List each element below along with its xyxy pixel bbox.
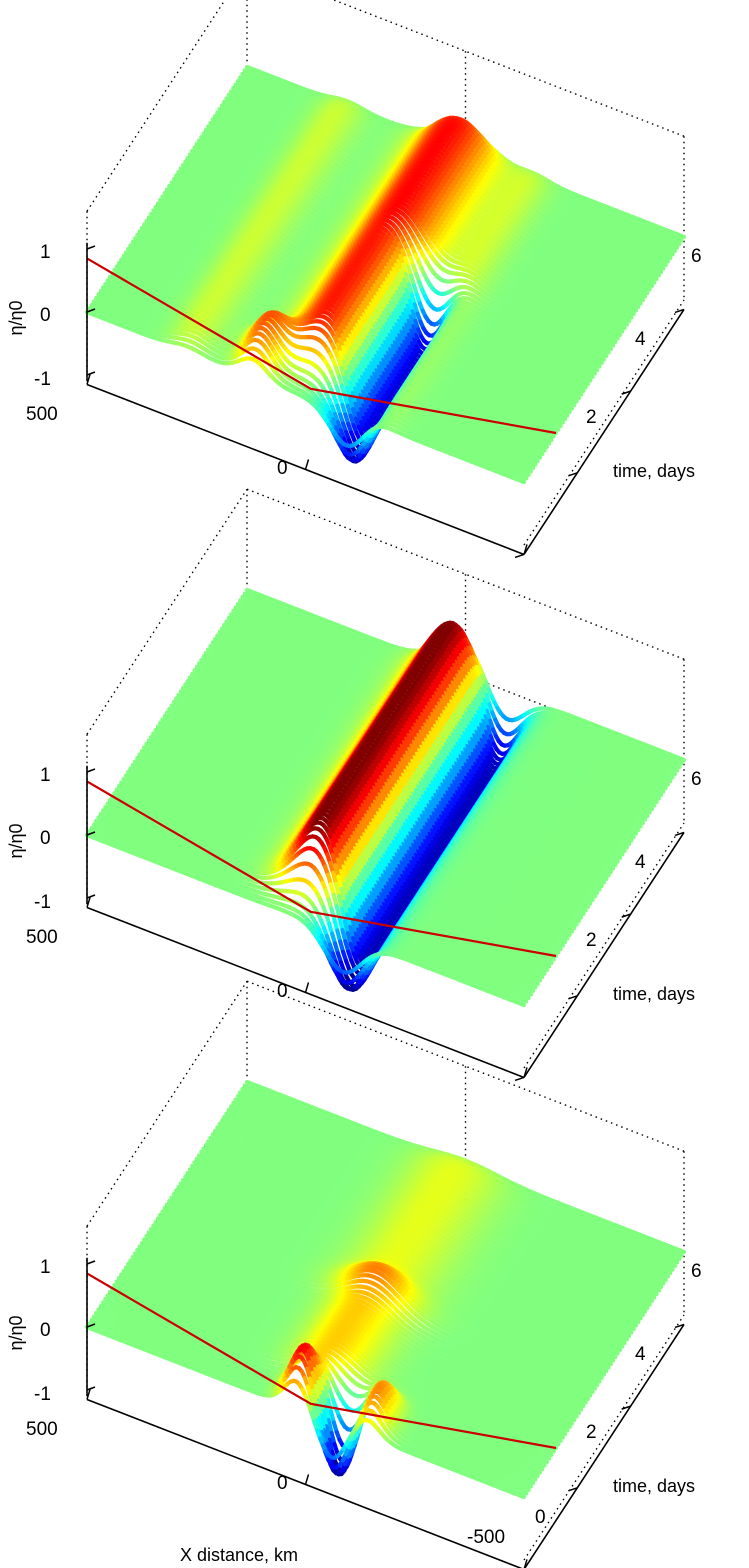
surface-segment — [651, 275, 659, 282]
surface-segment — [640, 293, 648, 299]
surface-segment — [612, 335, 620, 341]
surface-segment — [610, 338, 618, 345]
surface-segment — [674, 240, 682, 247]
surface-segment — [630, 307, 639, 313]
surface-segment — [669, 247, 678, 254]
surface-segment — [619, 324, 627, 331]
surface-segment — [672, 244, 680, 250]
surface-segment — [608, 342, 616, 348]
surface-segment — [665, 254, 673, 261]
surface-segment — [605, 345, 614, 352]
surface-segment — [624, 317, 632, 324]
surface-segment — [633, 303, 641, 310]
surface-panel-top: 1 0 -1 η/η0 500 0 2 4 6 time, days — [6, 0, 702, 559]
surface-segment — [658, 265, 666, 271]
surface-segment — [646, 282, 655, 289]
surface-segment — [649, 279, 657, 285]
surface-segment — [614, 331, 623, 338]
surface-segment — [635, 300, 643, 306]
surface-segment — [637, 296, 646, 303]
surface-segment — [660, 261, 668, 268]
surface-segment — [621, 321, 630, 327]
grid-line-back-top — [331, 0, 685, 137]
panel-surface — [84, 64, 687, 485]
surface-segment — [662, 258, 671, 264]
surface-segment — [628, 310, 636, 317]
surface-segment — [656, 268, 664, 275]
surface-segment — [642, 289, 650, 296]
surface-segment — [667, 251, 675, 257]
surface-segment — [653, 272, 662, 278]
surface-segment — [678, 233, 687, 240]
surface-segment — [626, 314, 634, 320]
surface-segment — [676, 237, 684, 243]
surface-segment — [617, 328, 625, 334]
surface-segment — [644, 286, 652, 292]
